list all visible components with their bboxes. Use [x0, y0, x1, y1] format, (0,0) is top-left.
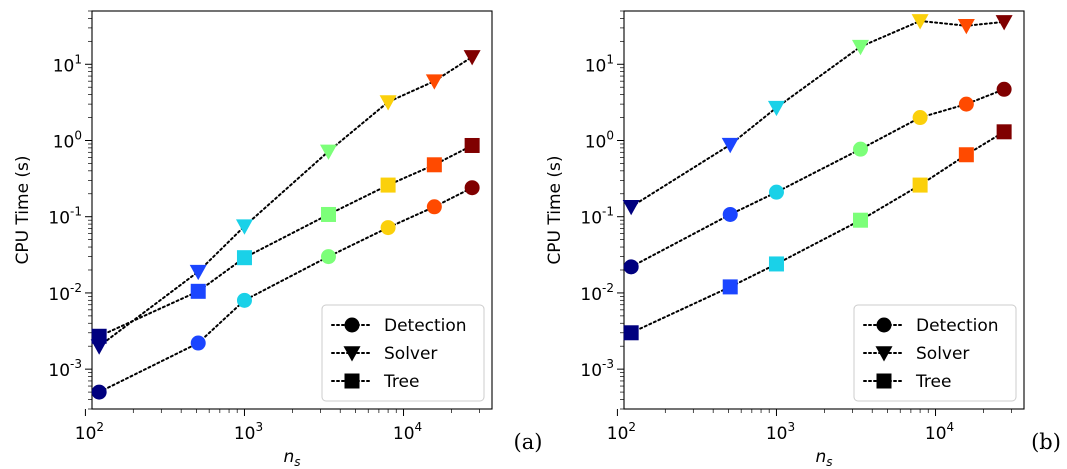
data-point-detection	[996, 81, 1012, 97]
data-point-detection	[623, 259, 639, 275]
y-tick-label: 100	[53, 128, 82, 152]
legend: Detection Solver Tree	[853, 304, 1017, 402]
legend-frame	[853, 304, 1017, 402]
data-point-tree	[768, 256, 784, 272]
data-point-detection	[852, 141, 868, 157]
data-point-solver	[235, 219, 253, 235]
data-point-tree	[912, 177, 928, 193]
data-point-solver	[851, 39, 869, 56]
series-line-tree	[630, 130, 1006, 334]
legend-label-solver: Solver	[384, 344, 437, 364]
data-point-detection	[722, 206, 738, 222]
panel-label: (b)	[1031, 430, 1061, 454]
legend-marker-solver	[343, 346, 361, 362]
series-tree	[91, 137, 480, 344]
data-point-detection	[464, 180, 480, 196]
data-point-detection	[958, 96, 974, 112]
legend-marker-detection	[876, 317, 892, 333]
series-line-solver	[98, 55, 474, 348]
series-line-detection	[630, 88, 1006, 268]
chart-panel-b: 102 103 104 10-3 10-2 10-1 100 101 ns CPU Time (s…	[545, 10, 1061, 469]
series-tree	[623, 124, 1012, 341]
x-axis-title: ns	[815, 447, 832, 469]
legend-marker-tree	[344, 373, 360, 389]
data-point-solver	[767, 100, 785, 117]
y-tick-label: 10-1	[580, 205, 614, 229]
legend-label-tree: Tree	[915, 372, 951, 392]
series-line-solver	[630, 19, 1006, 208]
y-tick-label: 10-3	[48, 357, 82, 381]
data-point-tree	[623, 325, 639, 341]
y-axis-title: CPU Time (s)	[545, 155, 565, 264]
x-tick-label: 102	[607, 420, 636, 444]
data-point-tree	[380, 177, 396, 193]
y-axis-title: CPU Time (s)	[13, 155, 33, 264]
y-tick-label: 101	[585, 52, 614, 76]
panel-label: (a)	[514, 430, 543, 454]
data-point-detection	[768, 184, 784, 200]
series-solver	[622, 14, 1013, 216]
data-point-tree	[996, 124, 1012, 140]
data-point-solver	[379, 95, 397, 111]
legend-marker-tree	[876, 373, 892, 389]
legend-marker-solver	[875, 346, 893, 362]
data-point-tree	[722, 279, 738, 295]
data-point-solver	[721, 137, 739, 154]
data-point-detection	[426, 199, 442, 215]
data-point-solver	[622, 199, 640, 216]
data-point-tree	[958, 147, 974, 163]
y-tick-label: 101	[53, 52, 82, 76]
x-tick-label: 104	[393, 420, 422, 444]
x-tick-label: 102	[75, 420, 104, 444]
data-point-detection	[91, 384, 107, 400]
data-point-tree	[426, 157, 442, 173]
x-tick-label: 103	[234, 420, 263, 444]
legend-label-detection: Detection	[384, 316, 467, 336]
y-tick-label: 10-3	[580, 357, 614, 381]
data-point-tree	[236, 250, 252, 266]
data-point-solver	[319, 144, 337, 160]
series-detection	[623, 81, 1012, 275]
legend-frame	[321, 304, 485, 402]
x-tick-label: 103	[766, 420, 795, 444]
x-axis-title: ns	[283, 447, 300, 469]
data-point-solver	[189, 264, 207, 281]
legend-marker-detection	[344, 317, 360, 333]
data-point-detection	[380, 220, 396, 236]
series-detection	[91, 180, 480, 400]
data-point-detection	[190, 335, 206, 351]
data-point-tree	[91, 328, 107, 344]
chart-panel-a: 102 103 104 10-3 10-2 10-1 100 101 ns CPU Time (s…	[13, 10, 543, 469]
legend-label-solver: Solver	[916, 344, 969, 364]
data-point-detection	[912, 110, 928, 126]
data-point-detection	[320, 249, 336, 265]
data-point-solver	[425, 74, 443, 90]
y-tick-label: 10-1	[48, 205, 82, 229]
data-point-solver	[911, 14, 929, 30]
data-point-tree	[464, 137, 480, 153]
legend: Detection Solver Tree	[321, 304, 485, 402]
legend-label-detection: Detection	[916, 316, 999, 336]
legend-label-tree: Tree	[383, 372, 419, 392]
data-point-solver	[995, 15, 1013, 31]
y-tick-label: 100	[585, 128, 614, 152]
data-point-tree	[190, 283, 206, 299]
data-point-tree	[320, 206, 336, 222]
y-tick-label: 10-2	[580, 281, 614, 305]
y-tick-label: 10-2	[48, 281, 82, 305]
data-point-detection	[236, 292, 252, 308]
x-tick-label: 104	[925, 420, 954, 444]
data-point-solver	[957, 18, 975, 35]
data-point-tree	[852, 212, 868, 228]
data-point-solver	[463, 50, 481, 66]
